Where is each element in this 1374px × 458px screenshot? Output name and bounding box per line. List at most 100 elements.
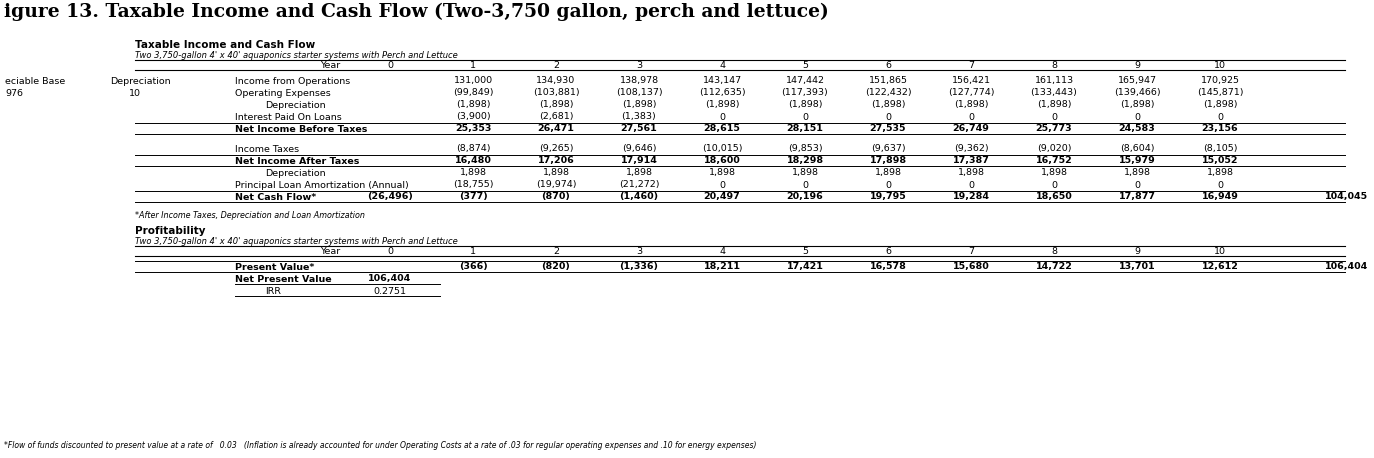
Text: (1,898): (1,898)	[1037, 100, 1072, 109]
Text: 26,471: 26,471	[537, 125, 574, 133]
Text: 1,898: 1,898	[459, 169, 486, 178]
Text: (870): (870)	[541, 192, 570, 202]
Text: (1,898): (1,898)	[871, 100, 905, 109]
Text: Income Taxes: Income Taxes	[235, 145, 300, 153]
Text: 1: 1	[470, 60, 475, 70]
Text: 17,387: 17,387	[952, 157, 989, 165]
Text: 143,147: 143,147	[702, 76, 742, 86]
Text: Operating Expenses: Operating Expenses	[235, 88, 331, 98]
Text: 28,615: 28,615	[703, 125, 741, 133]
Text: 0: 0	[1217, 113, 1223, 121]
Text: 5: 5	[802, 60, 808, 70]
Text: 151,865: 151,865	[868, 76, 907, 86]
Text: 25,773: 25,773	[1036, 125, 1072, 133]
Text: 0: 0	[802, 113, 808, 121]
Text: 7: 7	[969, 60, 974, 70]
Text: 16,949: 16,949	[1201, 192, 1238, 202]
Text: (9,265): (9,265)	[539, 145, 573, 153]
Text: 12,612: 12,612	[1201, 262, 1238, 272]
Text: 1: 1	[470, 246, 475, 256]
Text: (139,466): (139,466)	[1114, 88, 1160, 98]
Text: 106,404: 106,404	[1325, 262, 1369, 272]
Text: 156,421: 156,421	[952, 76, 991, 86]
Text: 15,680: 15,680	[952, 262, 989, 272]
Text: 0: 0	[387, 60, 393, 70]
Text: (9,646): (9,646)	[622, 145, 657, 153]
Text: 9: 9	[1134, 60, 1140, 70]
Text: 8: 8	[1051, 60, 1057, 70]
Text: 4: 4	[719, 246, 725, 256]
Text: 1,898: 1,898	[791, 169, 819, 178]
Text: 1,898: 1,898	[1124, 169, 1150, 178]
Text: 18,600: 18,600	[703, 157, 741, 165]
Text: 13,701: 13,701	[1118, 262, 1156, 272]
Text: Net Income After Taxes: Net Income After Taxes	[235, 157, 360, 165]
Text: (117,393): (117,393)	[782, 88, 829, 98]
Text: (21,272): (21,272)	[618, 180, 660, 190]
Text: 1,898: 1,898	[625, 169, 653, 178]
Text: (99,849): (99,849)	[453, 88, 493, 98]
Text: 3: 3	[636, 60, 642, 70]
Text: 6: 6	[885, 60, 890, 70]
Text: 20,497: 20,497	[703, 192, 741, 202]
Text: 1,898: 1,898	[709, 169, 735, 178]
Text: (1,898): (1,898)	[1120, 100, 1154, 109]
Text: 0: 0	[719, 113, 725, 121]
Text: 138,978: 138,978	[620, 76, 658, 86]
Text: (9,853): (9,853)	[787, 145, 822, 153]
Text: 147,442: 147,442	[786, 76, 824, 86]
Text: 161,113: 161,113	[1035, 76, 1073, 86]
Text: 2: 2	[552, 246, 559, 256]
Text: (26,496): (26,496)	[367, 192, 414, 202]
Text: (8,604): (8,604)	[1120, 145, 1154, 153]
Text: (820): (820)	[541, 262, 570, 272]
Text: 10: 10	[1215, 60, 1226, 70]
Text: (9,362): (9,362)	[954, 145, 988, 153]
Text: 106,404: 106,404	[368, 274, 412, 284]
Text: (133,443): (133,443)	[1030, 88, 1077, 98]
Text: 23,156: 23,156	[1202, 125, 1238, 133]
Text: (145,871): (145,871)	[1197, 88, 1243, 98]
Text: 0: 0	[1051, 180, 1057, 190]
Text: 104,045: 104,045	[1325, 192, 1369, 202]
Text: 0.2751: 0.2751	[374, 287, 407, 295]
Text: 19,795: 19,795	[870, 192, 907, 202]
Text: 10: 10	[129, 88, 142, 98]
Text: (8,874): (8,874)	[456, 145, 491, 153]
Text: (1,898): (1,898)	[539, 100, 573, 109]
Text: Net Present Value: Net Present Value	[235, 274, 331, 284]
Text: (1,898): (1,898)	[622, 100, 657, 109]
Text: 19,284: 19,284	[952, 192, 989, 202]
Text: 0: 0	[885, 113, 890, 121]
Text: 10: 10	[1215, 246, 1226, 256]
Text: (366): (366)	[459, 262, 488, 272]
Text: 134,930: 134,930	[536, 76, 576, 86]
Text: (1,383): (1,383)	[621, 113, 657, 121]
Text: 0: 0	[1134, 180, 1140, 190]
Text: 0: 0	[387, 246, 393, 256]
Text: 16,752: 16,752	[1036, 157, 1072, 165]
Text: 976: 976	[5, 88, 23, 98]
Text: (1,898): (1,898)	[705, 100, 739, 109]
Text: 5: 5	[802, 246, 808, 256]
Text: 20,196: 20,196	[787, 192, 823, 202]
Text: (122,432): (122,432)	[864, 88, 911, 98]
Text: 17,898: 17,898	[870, 157, 907, 165]
Text: (112,635): (112,635)	[699, 88, 745, 98]
Text: Depreciation: Depreciation	[265, 169, 326, 178]
Text: 0: 0	[719, 180, 725, 190]
Text: Two 3,750-gallon 4' x 40' aquaponics starter systems with Perch and Lettuce: Two 3,750-gallon 4' x 40' aquaponics sta…	[135, 237, 458, 246]
Text: 6: 6	[885, 246, 890, 256]
Text: 2: 2	[552, 60, 559, 70]
Text: 3: 3	[636, 246, 642, 256]
Text: 25,353: 25,353	[455, 125, 491, 133]
Text: Principal Loan Amortization (Annual): Principal Loan Amortization (Annual)	[235, 180, 408, 190]
Text: (1,336): (1,336)	[620, 262, 658, 272]
Text: (1,460): (1,460)	[620, 192, 658, 202]
Text: Profitability: Profitability	[135, 226, 206, 236]
Text: 4: 4	[719, 60, 725, 70]
Text: (10,015): (10,015)	[702, 145, 742, 153]
Text: 0: 0	[1051, 113, 1057, 121]
Text: (8,105): (8,105)	[1202, 145, 1237, 153]
Text: (377): (377)	[459, 192, 488, 202]
